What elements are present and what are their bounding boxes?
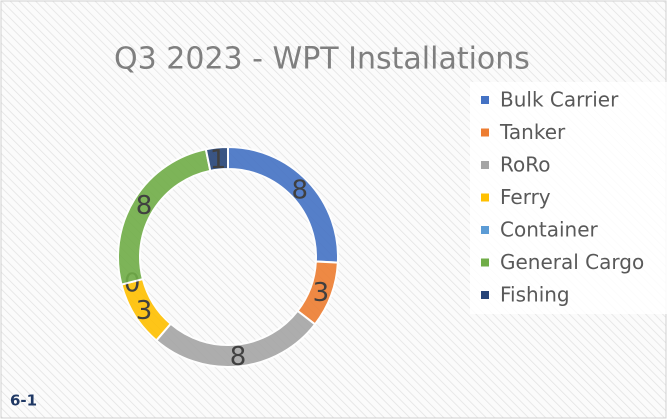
data-label: 3 bbox=[136, 296, 153, 326]
chart-title: Q3 2023 - WPT Installations bbox=[114, 42, 530, 77]
legend-label: Tanker bbox=[499, 120, 566, 144]
data-label: 1 bbox=[210, 145, 227, 175]
legend-swatch bbox=[481, 291, 489, 299]
data-label: 8 bbox=[230, 342, 247, 372]
legend-swatch bbox=[481, 226, 489, 234]
legend-label: Container bbox=[500, 218, 599, 242]
data-label: 3 bbox=[313, 278, 330, 308]
legend-label: Bulk Carrier bbox=[500, 88, 619, 112]
legend-label: Ferry bbox=[500, 185, 551, 209]
data-label: 8 bbox=[291, 175, 308, 205]
legend-swatch bbox=[481, 128, 489, 137]
legend-label: Fishing bbox=[500, 283, 570, 307]
legend-box bbox=[470, 82, 667, 314]
slice bbox=[204, 145, 229, 172]
legend-swatch bbox=[481, 193, 489, 202]
legend-swatch bbox=[481, 96, 489, 104]
legend-swatch bbox=[481, 258, 489, 267]
legend-swatch bbox=[481, 161, 489, 169]
legend-label: RoRo bbox=[500, 153, 550, 177]
legend-label: General Cargo bbox=[500, 250, 644, 274]
data-label: 8 bbox=[136, 191, 153, 221]
figure-label: 6-1 bbox=[10, 392, 37, 410]
